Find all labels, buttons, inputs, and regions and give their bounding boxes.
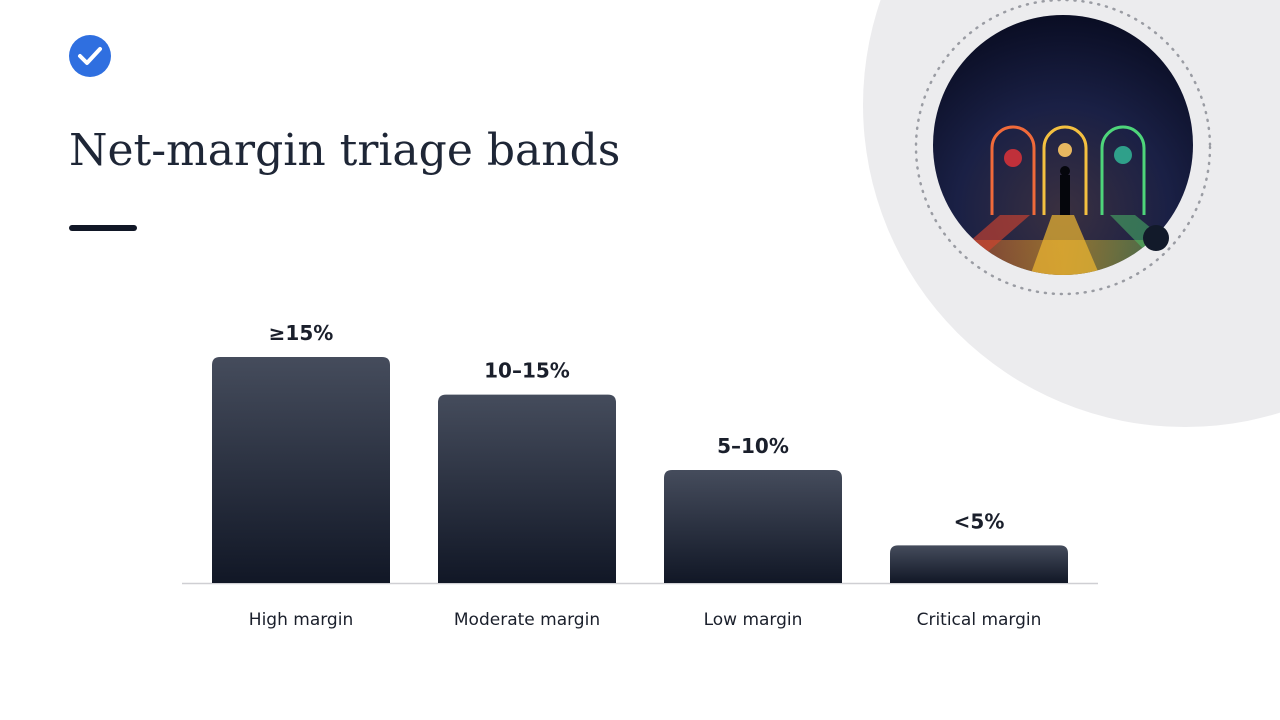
category-label: Critical margin (917, 610, 1042, 630)
check-mark (78, 47, 102, 65)
value-label: 10–15% (484, 359, 570, 383)
slide-title: Net-margin triage bands (69, 125, 620, 176)
value-label: ≥15% (269, 321, 334, 345)
bar (890, 545, 1068, 583)
value-label: <5% (954, 509, 1005, 533)
title-underline (69, 225, 137, 231)
check-icon (69, 35, 111, 77)
bar (664, 470, 842, 583)
accent-dot (1143, 225, 1169, 251)
category-label: High margin (249, 610, 353, 630)
value-label: 5–10% (717, 434, 789, 458)
dotted-ring (914, 0, 1212, 296)
bar (212, 357, 390, 583)
category-label: Low margin (704, 610, 803, 630)
category-label: Moderate margin (454, 610, 600, 630)
bar (438, 394, 616, 583)
